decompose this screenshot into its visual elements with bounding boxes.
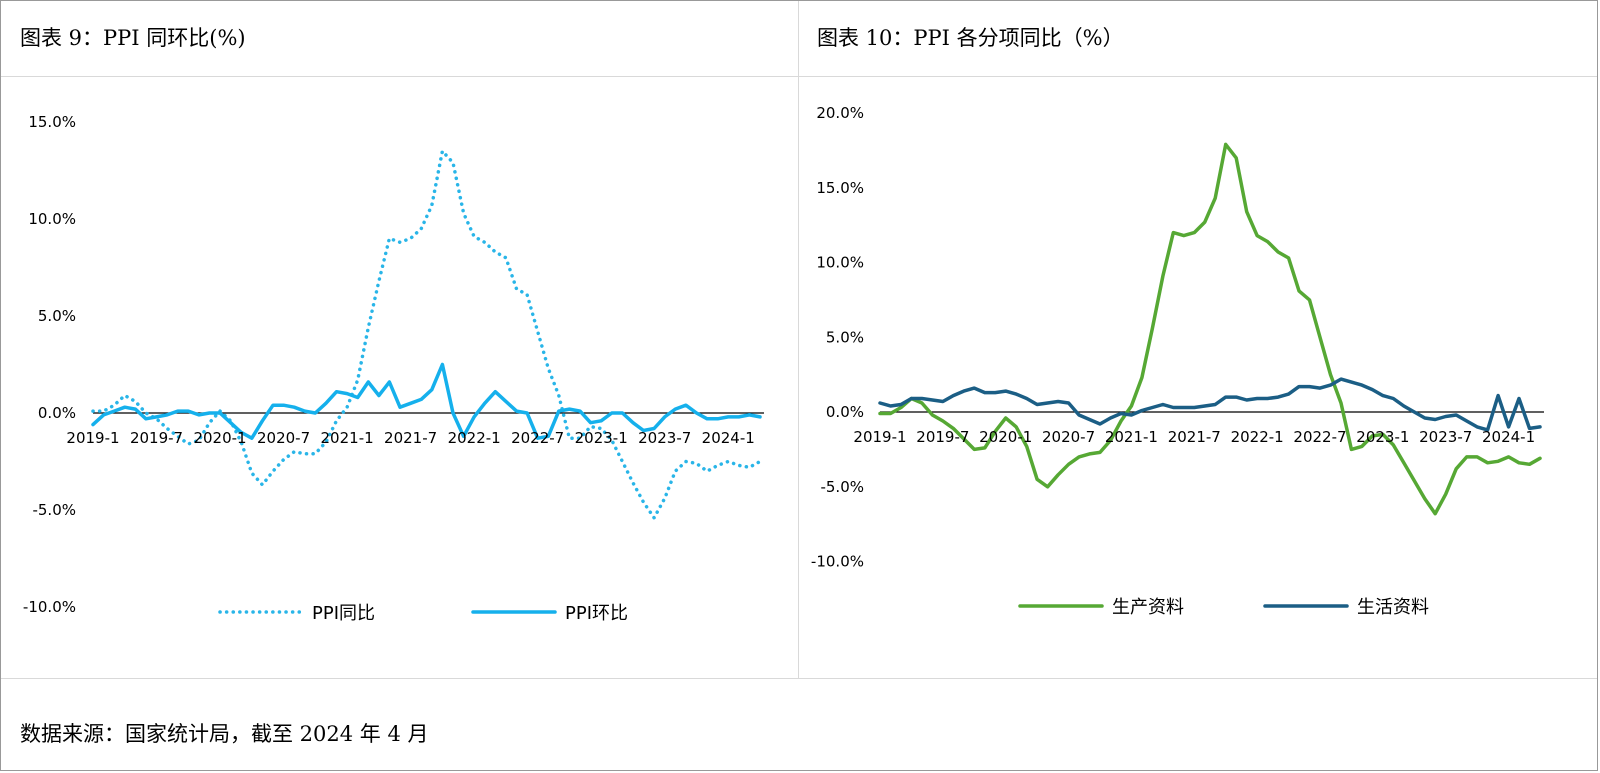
- ppi-legend-label-1: PPI同比: [312, 603, 375, 624]
- ppi-x-tick-label: 2021-1: [321, 429, 374, 447]
- components-legend-label-2: 生活资料: [1357, 597, 1429, 618]
- components-y-tick-label: 15.0%: [816, 179, 864, 197]
- chart-title-ppi-components: 图表 10：PPI 各分项同比（%）: [817, 26, 1124, 50]
- components-y-tick-label: 5.0%: [826, 328, 864, 346]
- components-y-tick-label: -10.0%: [811, 553, 864, 571]
- ppi-x-tick-label: 2023-7: [638, 429, 691, 447]
- components-x-tick-label: 2022-7: [1293, 428, 1346, 446]
- components-y-tick-label: -5.0%: [820, 478, 864, 496]
- ppi-x-tick-label: 2023-1: [575, 429, 628, 447]
- ppi-yoy-mom-chart: 15.0% 10.0% 5.0% 0.0% -5.0% -10.0% 2019-1 2019-…: [23, 113, 764, 624]
- components-series-line-1: [878, 142, 1542, 516]
- chart-title-ppi: 图表 9：PPI 同环比(%): [20, 26, 246, 50]
- components-x-tick-label: 2019-7: [916, 428, 969, 446]
- components-x-tick-label: 2020-1: [979, 428, 1032, 446]
- ppi-legend-label-2: PPI环比: [565, 603, 628, 624]
- ppi-x-tick-label: 2024-1: [702, 429, 755, 447]
- panel-divider: [798, 1, 799, 678]
- ppi-y-tick-label: 15.0%: [28, 113, 76, 131]
- ppi-series-line-1: [91, 149, 762, 520]
- ppi-x-tick-label: 2020-7: [257, 429, 310, 447]
- ppi-y-tick-label: -5.0%: [32, 501, 76, 519]
- components-y-tick-label: 20.0%: [816, 104, 864, 122]
- ppi-x-tick-label: 2019-1: [66, 429, 119, 447]
- ppi-x-tick-label: 2022-7: [511, 429, 564, 447]
- components-y-tick-label: 10.0%: [816, 254, 864, 272]
- ppi-x-tick-label: 2020-1: [193, 429, 246, 447]
- components-x-tick-label: 2019-1: [853, 428, 906, 446]
- ppi-y-tick-label: 10.0%: [28, 210, 76, 228]
- ppi-x-tick-label: 2019-7: [130, 429, 183, 447]
- components-series-line-2: [878, 377, 1542, 432]
- components-legend-label-1: 生产资料: [1112, 597, 1184, 618]
- ppi-y-tick-label: 0.0%: [38, 404, 76, 422]
- ppi-x-tick-label: 2022-1: [448, 429, 501, 447]
- source-note: 数据来源：国家统计局，截至 2024 年 4 月: [20, 722, 429, 746]
- components-x-tick-label: 2023-7: [1419, 428, 1472, 446]
- components-x-tick-label: 2021-1: [1105, 428, 1158, 446]
- ppi-components-chart: 20.0% 15.0% 10.0% 5.0% 0.0% -5.0% -10.0% 2019-1…: [811, 104, 1544, 618]
- components-x-tick-label: 2023-1: [1356, 428, 1409, 446]
- ppi-y-tick-label: -10.0%: [23, 598, 76, 616]
- components-x-tick-label: 2021-7: [1168, 428, 1221, 446]
- ppi-series-line-2: [91, 362, 762, 440]
- components-y-tick-label: 0.0%: [826, 403, 864, 421]
- components-x-tick-label: 2024-1: [1482, 428, 1535, 446]
- ppi-y-tick-label: 5.0%: [38, 307, 76, 325]
- components-x-tick-label: 2022-1: [1231, 428, 1284, 446]
- footer-divider: [1, 678, 1597, 679]
- header-divider: [1, 76, 1597, 77]
- components-x-tick-label: 2020-7: [1042, 428, 1095, 446]
- ppi-x-tick-label: 2021-7: [384, 429, 437, 447]
